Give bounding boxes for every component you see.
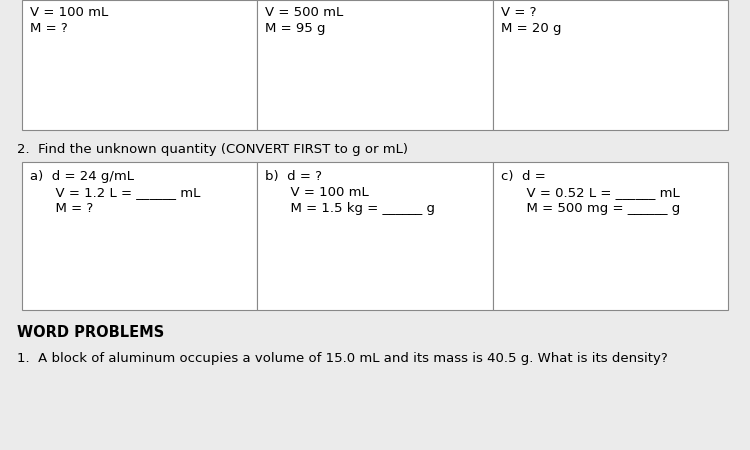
Text: a)  d = 24 g/mL: a) d = 24 g/mL	[30, 170, 134, 183]
Text: b)  d = ?: b) d = ?	[265, 170, 322, 183]
Text: 2.  Find the unknown quantity (CONVERT FIRST to g or mL): 2. Find the unknown quantity (CONVERT FI…	[17, 143, 408, 156]
Bar	[493, 162, 728, 310]
Bar	[257, 162, 493, 310]
Text: c)  d =: c) d =	[501, 170, 546, 183]
Text: V = 0.52 L = ______ mL: V = 0.52 L = ______ mL	[501, 186, 680, 199]
Text: 1.  A block of aluminum occupies a volume of 15.0 mL and its mass is 40.5 g. Wha: 1. A block of aluminum occupies a volume…	[17, 352, 668, 365]
Text: M = 95 g: M = 95 g	[265, 22, 326, 35]
Text: V = 1.2 L = ______ mL: V = 1.2 L = ______ mL	[30, 186, 200, 199]
Bar	[22, 0, 257, 130]
Bar	[22, 162, 257, 310]
Text: V = 100 mL: V = 100 mL	[265, 186, 369, 199]
Bar	[493, 0, 728, 130]
Text: M = 20 g: M = 20 g	[501, 22, 562, 35]
Text: M = 500 mg = ______ g: M = 500 mg = ______ g	[501, 202, 680, 215]
Text: M = ?: M = ?	[30, 202, 93, 215]
Text: V = 100 mL: V = 100 mL	[30, 6, 108, 19]
Text: V = 500 mL: V = 500 mL	[265, 6, 344, 19]
Text: M = 1.5 kg = ______ g: M = 1.5 kg = ______ g	[265, 202, 435, 215]
Bar	[257, 0, 493, 130]
Text: V = ?: V = ?	[501, 6, 536, 19]
Text: M = ?: M = ?	[30, 22, 68, 35]
Text: WORD PROBLEMS: WORD PROBLEMS	[17, 325, 164, 340]
